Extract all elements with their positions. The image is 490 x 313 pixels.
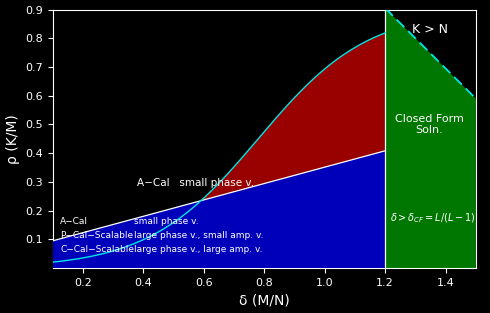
Text: P−Cal−Scalable: P−Cal−Scalable [60,231,133,240]
Text: Closed Form
Soln.: Closed Form Soln. [394,114,464,135]
Y-axis label: ρ (K/M): ρ (K/M) [5,114,20,164]
Text: K > N: K > N [413,23,448,36]
Text: large phase v., large amp. v.: large phase v., large amp. v. [134,245,263,254]
Text: small phase v.: small phase v. [134,217,199,226]
Text: A−Cal   small phase v.: A−Cal small phase v. [137,178,254,188]
X-axis label: δ (M/N): δ (M/N) [239,294,290,307]
Polygon shape [385,10,476,268]
Text: large phase v., small amp. v.: large phase v., small amp. v. [134,231,264,240]
Text: A−Cal: A−Cal [60,217,88,226]
Polygon shape [52,33,385,262]
Text: $\delta > \delta_{CF} = L/(L-1)$: $\delta > \delta_{CF} = L/(L-1)$ [390,211,476,224]
Text: C−Cal−Scalable: C−Cal−Scalable [60,245,134,254]
Polygon shape [52,151,385,268]
